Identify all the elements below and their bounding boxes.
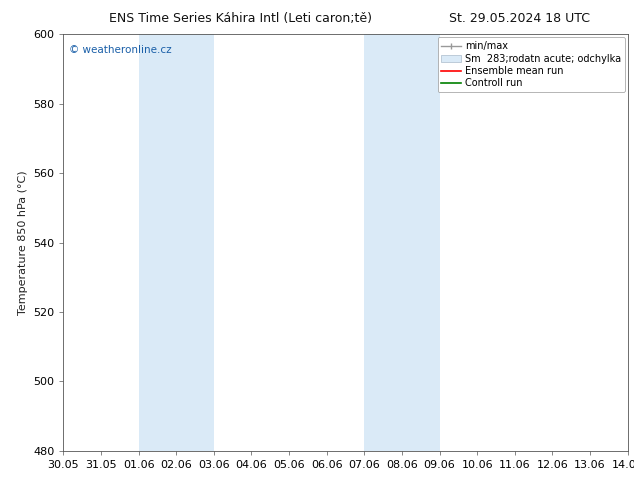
Text: St. 29.05.2024 18 UTC: St. 29.05.2024 18 UTC [450,12,590,25]
Y-axis label: Temperature 850 hPa (°C): Temperature 850 hPa (°C) [18,170,27,315]
Text: ENS Time Series Káhira Intl (Leti caron;tě): ENS Time Series Káhira Intl (Leti caron;… [110,12,372,25]
Bar [139,34,214,451]
Text: © weatheronline.cz: © weatheronline.cz [69,45,172,55]
Bar [365,34,439,451]
Legend: min/max, Sm  283;rodatn acute; odchylka, Ensemble mean run, Controll run: min/max, Sm 283;rodatn acute; odchylka, … [437,37,624,92]
